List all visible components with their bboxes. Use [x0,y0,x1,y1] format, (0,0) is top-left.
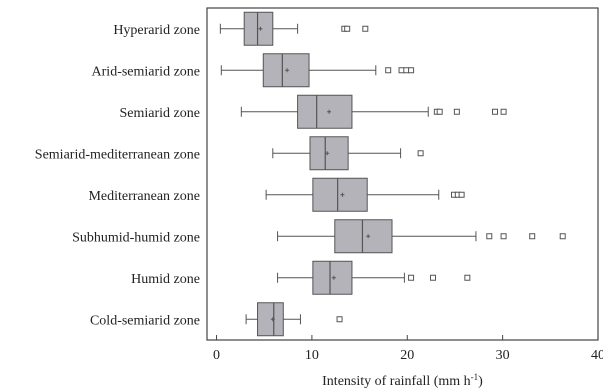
box-semiarid-mediterranean-zone [272,136,424,171]
boxes [219,11,566,337]
iqr-box [257,302,284,337]
x-tick-label: 10 [305,348,319,363]
outlier-point [398,67,405,74]
category-label-semiarid-zone: Semiarid zone [120,106,200,121]
outlier-point [408,67,415,74]
outlier-point [408,274,415,281]
plot-area [206,7,599,341]
category-label-semiarid-mediterranean-zone: Semiarid-mediterranean zone [35,147,200,162]
box-semiarid-zone [240,94,507,129]
box-cold-semiarid-zone [245,302,343,337]
outlier-point [436,108,443,115]
outlier-point [403,67,410,74]
box-arid-semiarid-zone [220,53,415,88]
box-mediterranean-zone [265,177,465,212]
plot-frame [206,7,599,341]
outlier-point [500,233,507,240]
outlier-point [344,25,351,32]
category-label-arid-semiarid-zone: Arid-semiarid zone [92,64,200,79]
box-humid-zone [277,260,471,295]
iqr-box [297,94,353,129]
category-label-mediterranean-zone: Mediterranean zone [88,189,200,204]
outlier-point [336,316,343,323]
x-axis: 0 10 20 30 40 [213,335,603,363]
category-labels: Hyperarid zone Arid-semiarid zone Semiarid… [35,23,200,329]
category-label-cold-semiarid-zone: Cold-semiarid zone [90,313,200,328]
outlier-point [500,108,507,115]
box-hyperarid-zone [219,11,369,46]
outlier-point [486,233,493,240]
outlier-point [464,274,471,281]
x-tick-label: 20 [400,348,414,363]
category-label-hyperarid-zone: Hyperarid zone [113,23,200,38]
x-axis-title-main: Intensity of rainfall (mm h [322,374,471,389]
category-label-subhumid-humid-zone: Subhumid-humid zone [72,230,200,245]
x-axis-title-close: ) [478,374,483,389]
outlier-point [492,108,499,115]
x-tick-label: 0 [213,348,220,363]
x-axis-title: Intensity of rainfall (mm h-1) [322,372,483,389]
outlier-point [453,108,460,115]
x-tick-label: 30 [496,348,510,363]
outlier-point [430,274,437,281]
box-subhumid-humid-zone [277,219,566,254]
outlier-point [385,67,392,74]
x-axis-title-sup: -1 [471,372,479,382]
outlier-point [529,233,536,240]
outlier-point [417,150,424,157]
x-tick-label: 40 [591,348,603,363]
iqr-box [312,177,368,212]
outlier-point [559,233,566,240]
outlier-point [362,25,369,32]
iqr-box [334,219,393,254]
category-label-humid-zone: Humid zone [131,272,200,287]
outlier-point [458,191,465,198]
